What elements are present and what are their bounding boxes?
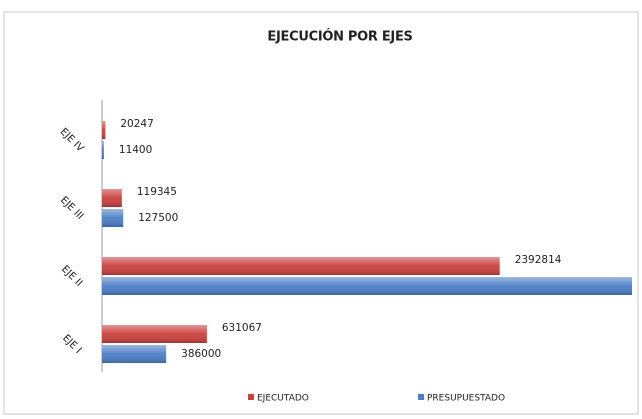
data-label: 386000 [181, 348, 221, 360]
bar-shine [102, 189, 122, 207]
bar-shine [102, 345, 167, 363]
chart-frame [3, 11, 639, 415]
bar-shine [102, 257, 500, 275]
data-label: 631067 [222, 322, 262, 334]
data-label: 127500 [138, 212, 178, 224]
bar-shine [102, 209, 124, 227]
data-label: 20247 [120, 118, 153, 130]
data-label: 11400 [119, 144, 152, 156]
bar-shine [102, 325, 207, 343]
data-label: 119345 [137, 186, 177, 198]
chart-title: EJECUCIÓN POR EJES [267, 29, 412, 45]
legend-label: PRESUPUESTADO [427, 394, 505, 404]
bar-shine [102, 277, 632, 295]
legend-swatch [248, 394, 254, 400]
legend-swatch [418, 394, 424, 400]
data-label: 2392814 [515, 254, 562, 266]
bar-shine [102, 121, 106, 139]
bar-shine [102, 141, 104, 159]
legend-label: EJECUTADO [257, 394, 309, 404]
